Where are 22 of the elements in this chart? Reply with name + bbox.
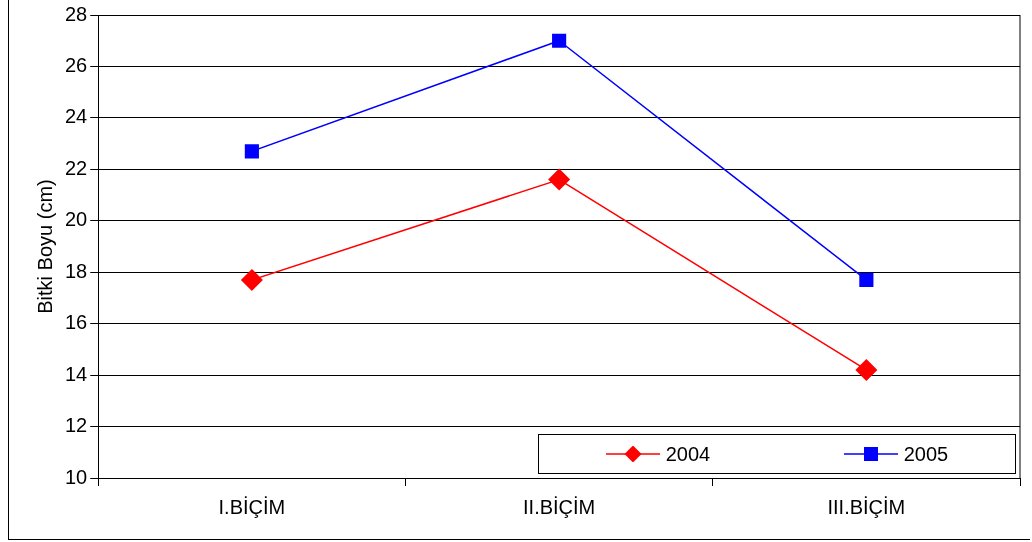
point	[240, 268, 263, 291]
point	[548, 168, 571, 191]
point	[855, 358, 878, 381]
point	[859, 272, 874, 288]
y-tick-label: 24	[65, 105, 88, 128]
x-tick-label: I.BİÇİM	[218, 495, 286, 518]
point	[552, 33, 567, 48]
legend-label: 2004	[665, 442, 711, 466]
y-tick-label: 14	[65, 362, 88, 385]
y-tick-label: 22	[65, 156, 88, 179]
x-tick-label: II.BİÇİM	[523, 495, 596, 518]
y-tick-label: 26	[65, 53, 88, 76]
y-tick-label: 12	[65, 414, 88, 437]
point	[244, 144, 259, 159]
legend-label: 2005	[903, 442, 949, 466]
y-tick-label: 20	[65, 208, 88, 231]
y-axis-title: Bitki Boyu (cm)	[33, 179, 56, 314]
y-tick-label: 18	[65, 259, 88, 282]
y-tick-label: 16	[65, 311, 88, 334]
y-tick-label: 10	[65, 465, 88, 488]
x-tick-label: III.BİÇİM	[827, 495, 906, 518]
y-tick-label: 28	[65, 2, 88, 25]
